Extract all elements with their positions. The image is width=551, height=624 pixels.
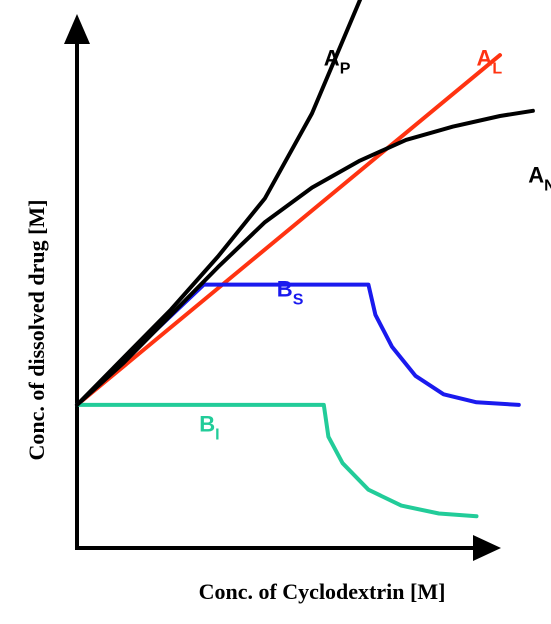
series-line-ap: [75, 0, 363, 407]
series-layer: [75, 0, 535, 519]
series-line-an: [75, 108, 535, 407]
series-line-al: [75, 53, 502, 407]
curve-label-al: AL: [477, 46, 503, 78]
curve-label-bs: BS: [277, 276, 304, 308]
curve-label-bi: BI: [199, 411, 219, 443]
x-axis-arrowhead: [473, 535, 501, 561]
curve-label-ap: AP: [324, 46, 351, 78]
curve-label-an: AN: [528, 162, 551, 194]
x-axis-title: Conc. of Cyclodextrin [M]: [199, 579, 446, 604]
y-axis-arrowhead: [64, 14, 90, 44]
curve-label-layer: AP AL AN BS BI: [199, 46, 551, 444]
series-line-bi: [75, 402, 479, 519]
series-line-bs: [75, 282, 521, 407]
y-axis-title: Conc. of dissolved drug [M]: [24, 200, 49, 461]
axes: [64, 14, 501, 561]
